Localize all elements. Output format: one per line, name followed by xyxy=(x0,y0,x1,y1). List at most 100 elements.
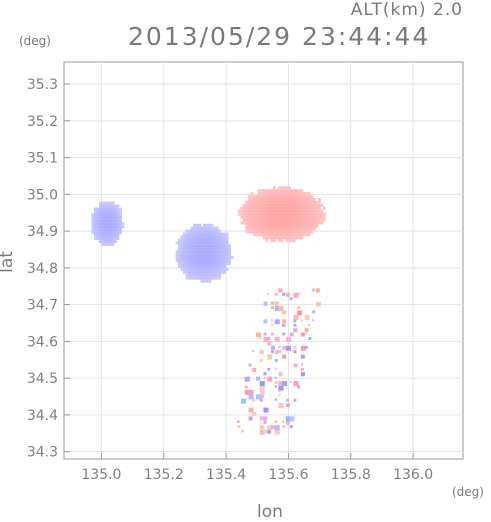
echo-pixel xyxy=(240,209,244,213)
echo-pixel xyxy=(265,221,269,225)
echo-pixel xyxy=(272,198,276,202)
echo-pixel xyxy=(203,276,207,280)
echo-pixel xyxy=(240,212,244,216)
echo-pixel xyxy=(259,416,264,421)
echo-pixel xyxy=(198,232,202,236)
echo-pixel xyxy=(215,250,219,254)
echo-pixel xyxy=(217,273,221,277)
echo-pixel xyxy=(292,209,296,213)
echo-pixel xyxy=(103,219,107,223)
echo-pixel xyxy=(262,209,266,213)
echo-pixel xyxy=(270,209,274,213)
echo-pixel xyxy=(292,203,296,207)
echo-pixel xyxy=(240,215,244,219)
echo-pixel xyxy=(302,209,306,213)
echo-pixel xyxy=(282,209,286,213)
echo-pixel xyxy=(111,213,115,217)
echo-pixel xyxy=(277,206,281,210)
echo-pixel xyxy=(252,200,256,204)
echo-pixel xyxy=(315,218,319,222)
echo-pixel xyxy=(111,236,115,240)
echo-pixel xyxy=(185,232,189,236)
echo-pixel xyxy=(322,215,326,219)
echo-pixel xyxy=(101,234,105,238)
echo-pixel xyxy=(195,223,199,227)
echo-pixel xyxy=(98,213,102,217)
echo-pixel xyxy=(220,232,224,236)
y-tick-label: 34.8 xyxy=(27,261,58,277)
echo-pixel xyxy=(310,224,314,228)
echo-pixel xyxy=(203,253,207,257)
echo-pixel xyxy=(300,332,305,337)
echo-pixel xyxy=(278,350,282,354)
echo-pixel xyxy=(290,203,294,207)
echo-pixel xyxy=(280,236,284,240)
echo-pixel xyxy=(300,367,304,371)
echo-pixel xyxy=(195,226,199,230)
echo-pixel xyxy=(308,336,312,340)
echo-pixel xyxy=(305,209,309,213)
echo-pixel xyxy=(285,198,289,202)
echo-pixel xyxy=(103,207,107,211)
echo-pixel xyxy=(198,253,202,257)
echo-pixel xyxy=(175,253,179,257)
echo-pixel xyxy=(310,218,314,222)
echo-pixel xyxy=(108,207,112,211)
echo-pixel xyxy=(270,198,274,202)
echo-pixel xyxy=(312,218,316,222)
echo-pixel xyxy=(317,200,321,204)
echo-pixel xyxy=(195,267,199,271)
echo-pixel xyxy=(250,212,254,216)
echo-pixel xyxy=(307,218,311,222)
echo-pixel xyxy=(178,238,182,242)
echo-pixel xyxy=(295,233,299,237)
echo-pixel xyxy=(225,232,229,236)
y-tick-labels: 34.3 34.4 34.5 34.6 34.7 34.8 34.9 35.0 35.1 35.2… xyxy=(27,77,58,461)
echo-pixel xyxy=(247,230,251,234)
echo-pixel xyxy=(259,359,263,363)
echo-pixel xyxy=(193,241,197,245)
echo-pixel xyxy=(208,253,212,257)
echo-pixel xyxy=(290,195,294,199)
echo-pixel xyxy=(265,224,269,228)
echo-pixel xyxy=(195,270,199,274)
echo-pixel xyxy=(210,273,214,277)
echo-pixel xyxy=(203,223,207,227)
echo-pixel xyxy=(310,198,314,202)
echo-pixel xyxy=(315,224,319,228)
echo-pixel xyxy=(222,259,226,263)
echo-pixel xyxy=(190,238,194,242)
echo-pixel xyxy=(285,212,289,216)
echo-pixel xyxy=(190,226,194,230)
echo-pixel xyxy=(106,207,110,211)
echo-pixel xyxy=(217,247,221,251)
echo-pixel xyxy=(178,259,182,263)
echo-pixel xyxy=(272,212,276,216)
y-axis-unit: (deg) xyxy=(19,34,51,48)
echo-pixel xyxy=(108,219,112,223)
echo-pixel xyxy=(255,224,259,228)
echo-pixel xyxy=(282,198,286,202)
echo-pixel xyxy=(267,198,271,202)
echo-pixel xyxy=(113,216,117,220)
echo-pixel xyxy=(305,198,309,202)
echo-pixel xyxy=(285,186,289,190)
y-tick-label: 35.1 xyxy=(27,151,58,167)
echo-pixel xyxy=(193,273,197,277)
echo-pixel xyxy=(257,221,261,225)
echo-pixel xyxy=(265,195,269,199)
echo-pixel xyxy=(317,209,321,213)
echo-pixel xyxy=(282,186,286,190)
echo-pixel xyxy=(101,204,105,208)
echo-pixel xyxy=(280,203,284,207)
echo-pixel xyxy=(267,195,271,199)
echo-pixel xyxy=(96,216,100,220)
echo-pixel xyxy=(200,232,204,236)
echo-pixel xyxy=(98,225,102,229)
echo-pixel xyxy=(285,416,291,422)
echo-pixel xyxy=(285,336,291,342)
echo-pixel xyxy=(293,345,297,349)
echo-pixel xyxy=(305,200,309,204)
echo-pixel xyxy=(263,336,269,342)
echo-pixel xyxy=(183,241,187,245)
